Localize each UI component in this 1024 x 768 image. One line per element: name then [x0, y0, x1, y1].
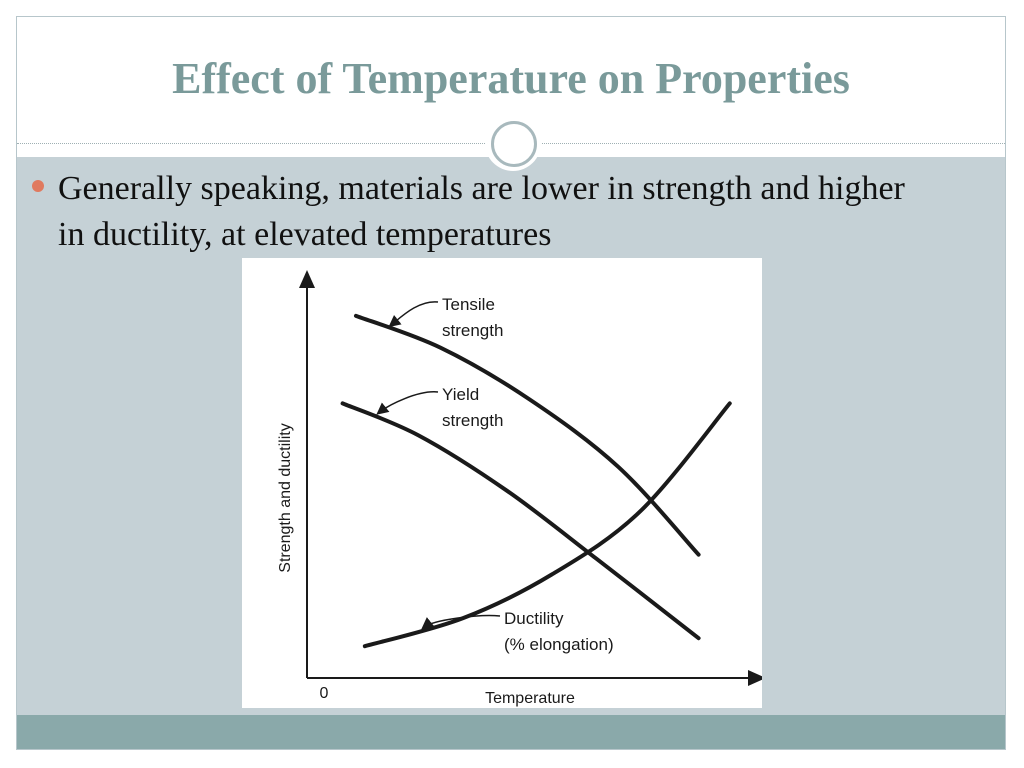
chart-figure: Temperature Strength and ductility 0 Ten…: [242, 258, 762, 708]
circle-ornament-icon: [485, 115, 541, 171]
series-leader-tensile-strength: [388, 301, 439, 328]
y-axis-label: Strength and ductility: [277, 423, 294, 572]
chart-axes: [299, 270, 762, 686]
chart-series-layer: [340, 301, 732, 649]
series-label-tensile-strength: strength: [442, 321, 503, 340]
series-label-yield-strength: Yield: [442, 385, 479, 404]
origin-label: 0: [320, 685, 329, 702]
footer-bar: [17, 715, 1005, 749]
series-label-ductility-elongation: (% elongation): [504, 635, 614, 654]
series-leader-yield-strength: [376, 391, 439, 415]
x-axis-label: Temperature: [485, 690, 575, 707]
slide-title: Effect of Temperature on Properties: [172, 54, 850, 103]
series-label-tensile-strength: Tensile: [442, 295, 495, 314]
chart-labels-layer: Temperature Strength and ductility 0 Ten…: [277, 295, 614, 707]
bullet-dot-icon: [32, 180, 44, 192]
series-line-tensile-strength: [353, 313, 701, 557]
series-label-ductility-elongation: Ductility: [504, 609, 564, 628]
series-line-yield-strength: [340, 401, 701, 641]
series-label-yield-strength: strength: [442, 411, 503, 430]
chart-svg: Temperature Strength and ductility 0 Ten…: [277, 270, 762, 707]
bullet-text: Generally speaking, materials are lower …: [58, 170, 905, 253]
series-leader-ductility-elongation: [421, 614, 501, 630]
ornament-ring: [491, 121, 537, 167]
